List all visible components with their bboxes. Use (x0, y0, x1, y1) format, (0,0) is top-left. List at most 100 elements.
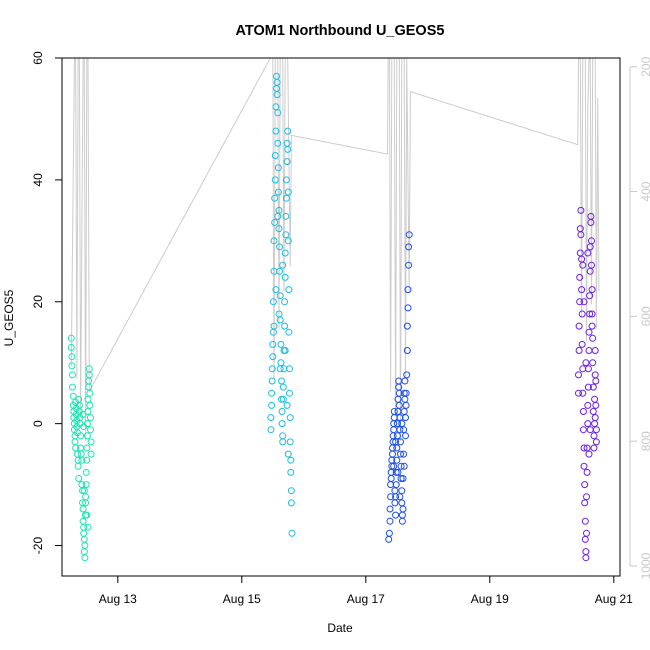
data-point (67, 344, 75, 351)
data-point (272, 127, 280, 135)
data-point (273, 91, 281, 99)
data-point (86, 401, 94, 409)
data-point (579, 426, 587, 434)
data-point (397, 462, 405, 470)
data-point (284, 188, 292, 196)
data-point (588, 261, 595, 269)
data-point (278, 420, 286, 428)
data-point (590, 444, 598, 452)
data-point (287, 499, 295, 507)
data-point (400, 450, 408, 458)
data-point (81, 542, 89, 549)
data-point (78, 456, 86, 464)
y-tick-label: -20 (31, 537, 45, 555)
data-point (282, 194, 290, 202)
data-point (274, 139, 282, 147)
data-point (269, 298, 277, 306)
data-point (82, 481, 90, 489)
data-point (284, 145, 292, 153)
data-point (287, 468, 295, 476)
data-point (85, 365, 93, 373)
data-point (278, 377, 285, 385)
data-point (74, 462, 82, 470)
data-point (279, 438, 287, 446)
x-tick-label: Aug 13 (99, 592, 137, 606)
data-point (272, 103, 280, 111)
data-point (269, 353, 277, 361)
data-point (582, 554, 590, 562)
data-point (402, 414, 409, 422)
data-point (87, 426, 94, 434)
data-point (272, 286, 280, 294)
data-point (390, 408, 398, 415)
data-point (271, 194, 279, 202)
data-point (584, 420, 592, 428)
data-point (394, 468, 402, 476)
data-point (392, 493, 400, 501)
data-point (285, 328, 293, 336)
data-point (393, 456, 401, 464)
data-point (582, 359, 590, 367)
data-point (87, 414, 94, 422)
data-point (575, 389, 582, 397)
data-point (589, 359, 597, 367)
secondary-tick-label: 400 (639, 181, 650, 201)
data-point (404, 304, 412, 312)
data-point (392, 481, 400, 489)
data-point (583, 444, 591, 452)
data-point (402, 401, 410, 409)
data-point (277, 340, 285, 348)
data-point (586, 292, 594, 300)
data-point (398, 517, 406, 525)
data-point (273, 78, 281, 86)
axes-layer: Aug 13 Aug 15 Aug 17 Aug 19 Aug 21 -20 0 20 40 60… (31, 51, 650, 606)
data-point (287, 487, 295, 495)
data-point (395, 401, 403, 409)
data-point (281, 298, 289, 306)
data-point (581, 499, 589, 507)
data-point (283, 401, 291, 409)
data-point (576, 298, 584, 306)
data-point (80, 423, 88, 431)
x-tick-label: Aug 21 (595, 592, 633, 606)
data-point (268, 365, 276, 373)
data-point (269, 340, 277, 348)
data-point (271, 152, 279, 159)
data-point (403, 322, 411, 330)
data-point (84, 395, 92, 403)
data-point (86, 389, 94, 397)
data-point (82, 499, 90, 507)
data-point (281, 273, 289, 281)
data-point (405, 231, 413, 239)
data-point (84, 408, 92, 415)
data-point (282, 176, 290, 184)
data-point (386, 505, 394, 513)
data-point (284, 237, 292, 245)
data-point (400, 462, 408, 470)
data-point (583, 468, 591, 476)
data-point (284, 127, 292, 135)
series-3 (385, 231, 413, 543)
data-point (385, 529, 393, 537)
data-point (79, 505, 87, 513)
data-point (395, 389, 403, 397)
data-point (279, 383, 287, 391)
data-point (279, 261, 287, 269)
data-point (575, 347, 583, 354)
data-point (591, 414, 599, 422)
y-tick-label: 40 (31, 173, 45, 187)
data-point (577, 206, 585, 214)
data-point (592, 377, 600, 385)
data-point (583, 529, 590, 537)
secondary-tick-label: 800 (639, 431, 650, 451)
data-point (83, 444, 91, 452)
data-point (588, 286, 596, 294)
data-point (282, 231, 290, 239)
data-point (83, 432, 91, 440)
data-point (586, 426, 594, 434)
data-point (268, 401, 276, 409)
data-point (387, 493, 395, 501)
data-point (589, 334, 597, 342)
secondary-tick-label: 1000 (639, 552, 650, 579)
